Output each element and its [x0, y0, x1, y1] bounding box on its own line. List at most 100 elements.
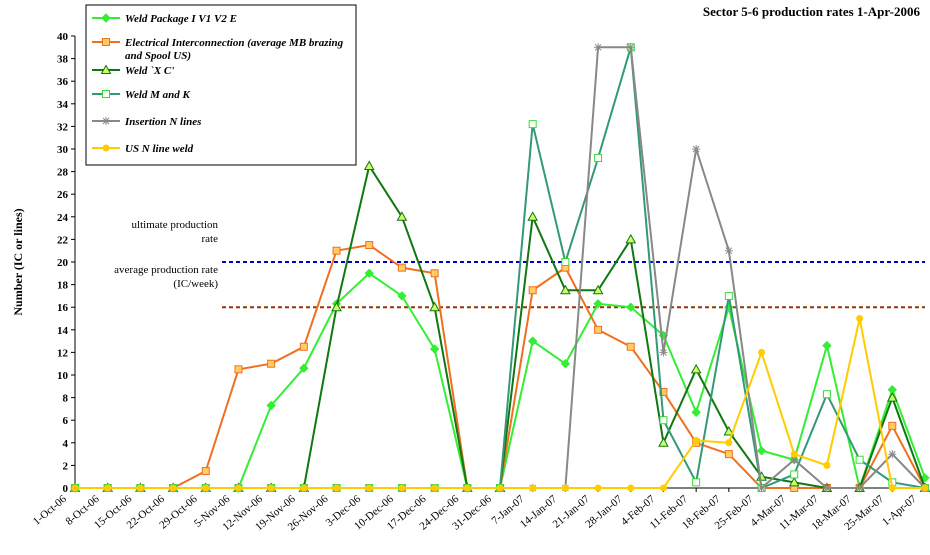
- point: [529, 484, 537, 492]
- point: [724, 450, 733, 459]
- legend: Weld Package I V1 V2 E Electrical Interco…: [85, 4, 357, 166]
- point: [822, 484, 831, 492]
- point: [627, 484, 635, 492]
- y-tick-label: 40: [57, 31, 69, 43]
- legend-label: Weld Package I V1 V2 E: [125, 13, 237, 25]
- point: [888, 450, 897, 459]
- point: [169, 484, 177, 492]
- y-tick-label: 38: [57, 54, 69, 66]
- point: [723, 425, 735, 436]
- y-tick-label: 14: [57, 325, 69, 337]
- point: [659, 348, 668, 357]
- point: [397, 263, 406, 272]
- point: [104, 484, 112, 492]
- point: [593, 299, 603, 309]
- point: [397, 291, 407, 301]
- point: [691, 407, 701, 417]
- point: [496, 484, 504, 492]
- series-line: [75, 163, 926, 489]
- legend-marker: [102, 38, 110, 46]
- point: [560, 284, 571, 295]
- point: [625, 233, 637, 244]
- point: [561, 258, 570, 266]
- y-tick-label: 2: [63, 460, 69, 472]
- point: [888, 421, 897, 430]
- point: [692, 145, 701, 153]
- point: [299, 342, 308, 351]
- point: [788, 476, 800, 487]
- legend-marker: [102, 144, 110, 152]
- point: [299, 363, 309, 373]
- point: [365, 241, 374, 250]
- y-tick-label: 24: [57, 212, 69, 224]
- point: [267, 484, 275, 492]
- point: [201, 467, 210, 476]
- point: [429, 344, 440, 354]
- point: [659, 416, 668, 425]
- x-tick-label: 28-Jan-07: [583, 493, 625, 531]
- point: [855, 484, 864, 492]
- x-tick-label: 1-Apr-07: [880, 493, 919, 529]
- y-tick-label: 26: [57, 189, 69, 201]
- point: [855, 455, 864, 464]
- point: [300, 484, 308, 492]
- legend-label: US N line weld: [125, 143, 194, 155]
- y-tick-label: 30: [57, 144, 69, 156]
- point: [594, 325, 603, 334]
- point: [396, 211, 408, 221]
- point: [756, 446, 767, 456]
- point: [594, 484, 602, 492]
- legend-label: Electrical Interconnection (average MB b…: [124, 37, 344, 62]
- point: [527, 211, 539, 221]
- legend-label-line: and Spool US): [125, 50, 191, 62]
- point: [724, 246, 733, 255]
- point: [430, 269, 439, 278]
- y-tick-label: 36: [57, 76, 69, 88]
- point: [856, 315, 864, 322]
- point: [267, 359, 276, 368]
- point: [332, 246, 341, 255]
- y-tick-label: 4: [63, 438, 69, 450]
- legend-marker: [102, 90, 110, 98]
- point: [626, 342, 635, 351]
- point: [365, 484, 373, 492]
- reference-label-line: (IC/week): [173, 278, 218, 290]
- point: [626, 43, 635, 52]
- legend-label: Weld `X C': [125, 65, 174, 77]
- y-tick-label: 8: [63, 393, 69, 405]
- point: [658, 437, 669, 447]
- legend-box: [85, 4, 357, 166]
- point: [136, 484, 144, 492]
- reference-label-line: ultimate production: [132, 219, 219, 231]
- point: [790, 455, 799, 464]
- y-tick-label: 0: [63, 483, 69, 495]
- y-tick-label: 32: [57, 121, 69, 133]
- point: [527, 336, 538, 346]
- point: [822, 340, 832, 351]
- y-tick-label: 6: [63, 415, 69, 427]
- legend-marker: [100, 64, 112, 74]
- point: [463, 484, 471, 492]
- y-tick-label: 34: [57, 99, 69, 111]
- y-tick-label: 18: [57, 280, 69, 292]
- point: [758, 348, 766, 356]
- point: [757, 484, 766, 492]
- point: [266, 400, 276, 411]
- point: [690, 363, 702, 374]
- legend-label-line: Electrical Interconnection (average MB b…: [124, 37, 344, 49]
- legend-marker: [101, 13, 111, 23]
- point: [333, 484, 341, 492]
- reference-label-line: rate: [202, 233, 219, 245]
- point: [823, 461, 831, 469]
- y-tick-label: 22: [57, 234, 69, 246]
- point: [528, 286, 537, 295]
- point: [594, 154, 603, 163]
- legend-marker: [102, 117, 110, 125]
- point: [692, 478, 701, 487]
- point: [790, 450, 798, 458]
- point: [528, 120, 537, 129]
- point: [692, 437, 700, 445]
- point: [725, 439, 733, 447]
- point: [234, 484, 242, 492]
